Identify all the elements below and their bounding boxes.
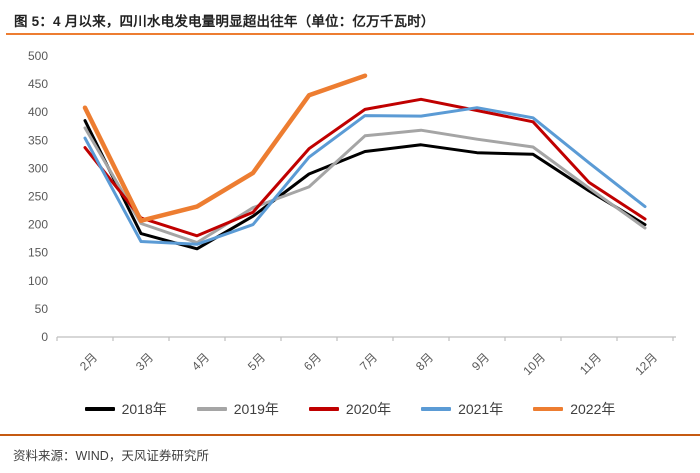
legend-item-2020年: 2020年 — [308, 399, 392, 419]
series-lines — [82, 73, 647, 251]
x-tick-label: 6月 — [301, 350, 324, 373]
x-tick-label: 10月 — [520, 350, 548, 378]
legend-item-2019年: 2019年 — [196, 399, 279, 419]
x-tick-label: 4月 — [189, 350, 212, 373]
legend-label: 2022年 — [570, 401, 616, 417]
y-tick-label: 0 — [41, 330, 48, 344]
y-tick-label: 400 — [28, 105, 48, 119]
legend-swatch-2021年 — [421, 407, 452, 411]
x-tick-label: 9月 — [469, 350, 492, 373]
legend-label: 2018年 — [121, 401, 167, 417]
y-tick-label: 250 — [28, 190, 48, 204]
x-tick-label: 5月 — [245, 350, 268, 373]
x-tick-label: 3月 — [133, 350, 156, 373]
y-tick-label: 350 — [28, 133, 48, 147]
x-tick-label: 11月 — [577, 350, 604, 377]
series-line-2020年 — [83, 97, 647, 238]
legend-item-2022年: 2022年 — [533, 399, 615, 419]
y-tick-label: 100 — [28, 274, 48, 288]
y-tick-label: 450 — [28, 77, 48, 91]
chart-title: 图 5：4 月以来，四川水电发电量明显超出往年（单位：亿万千瓦时） — [14, 14, 435, 29]
legend-swatch-2018年 — [84, 407, 115, 411]
legend-swatch-2020年 — [308, 407, 339, 411]
line-chart: 0 50 100 150 200 250 300 350 400 450 500 2月 3月 4月 5月 6月… — [28, 49, 676, 378]
chart-legend: 2018年 2019年 2020年 2021年 2022年 — [0, 399, 700, 419]
title-underline — [6, 33, 694, 35]
y-tick-label: 50 — [35, 302, 49, 316]
x-tick-label: 2月 — [77, 350, 100, 373]
y-tick-label: 500 — [28, 49, 48, 63]
x-axis-labels: 2月 3月 4月 5月 6月 7月 8月 9月 10月 11月 12月 — [77, 350, 660, 378]
x-tick-label: 7月 — [357, 350, 380, 373]
legend-item-2018年: 2018年 — [84, 399, 167, 419]
series-line-2022年 — [82, 73, 368, 223]
y-tick-label: 150 — [28, 246, 48, 260]
x-axis — [56, 336, 676, 341]
legend-label: 2021年 — [458, 401, 504, 417]
legend-item-2021年: 2021年 — [421, 399, 503, 419]
footer-separator — [0, 434, 700, 436]
y-axis-labels: 0 50 100 150 200 250 300 350 400 450 500 — [28, 49, 48, 344]
legend-label: 2020年 — [345, 401, 392, 417]
x-tick-label: 12月 — [632, 350, 660, 378]
source-note: 资料来源：WIND，天风证券研究所 — [13, 449, 209, 463]
x-tick-label: 8月 — [413, 350, 436, 373]
legend-swatch-2022年 — [533, 406, 564, 412]
y-tick-label: 300 — [28, 161, 48, 175]
legend-label: 2019年 — [233, 401, 279, 417]
series-line-2021年 — [83, 106, 647, 246]
y-tick-label: 200 — [28, 218, 48, 232]
legend-swatch-2019年 — [196, 407, 227, 411]
series-line-2019年 — [83, 126, 647, 245]
